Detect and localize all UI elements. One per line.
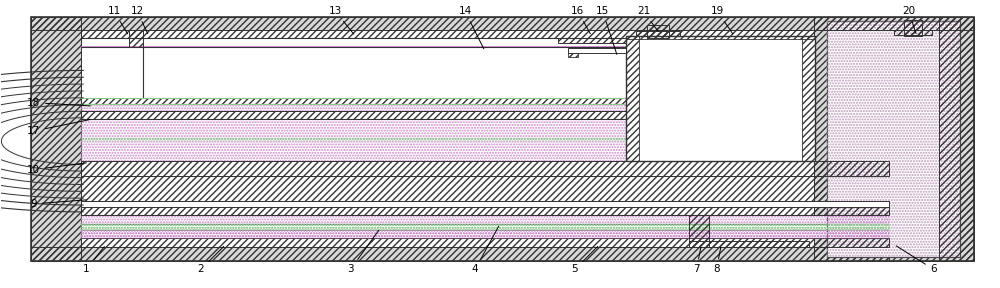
Bar — [81, 230, 889, 238]
Text: 2: 2 — [198, 246, 224, 274]
Text: 5: 5 — [571, 246, 598, 274]
Bar — [81, 46, 814, 47]
Bar — [626, 36, 815, 39]
Bar — [81, 201, 889, 207]
Bar — [31, 17, 974, 261]
Text: 18: 18 — [27, 98, 90, 108]
Text: 21: 21 — [637, 6, 658, 31]
Bar — [626, 36, 815, 161]
Bar — [129, 30, 143, 47]
Bar — [81, 104, 814, 111]
Bar — [81, 31, 814, 247]
Bar — [689, 241, 809, 247]
Bar — [802, 36, 815, 161]
Bar — [81, 224, 889, 230]
Bar — [81, 98, 814, 104]
Text: 20: 20 — [902, 6, 916, 33]
Bar — [81, 30, 814, 38]
Bar — [81, 176, 889, 201]
Text: 13: 13 — [329, 6, 354, 34]
Text: 11: 11 — [107, 6, 128, 34]
Text: 4: 4 — [472, 226, 499, 274]
Bar — [81, 38, 814, 39]
Bar — [81, 215, 889, 224]
Text: 19: 19 — [711, 6, 733, 34]
Text: 12: 12 — [130, 6, 148, 34]
Bar — [81, 138, 814, 141]
Text: 8: 8 — [713, 247, 721, 274]
Bar — [81, 38, 814, 47]
Bar — [827, 21, 960, 257]
Bar — [143, 47, 781, 98]
Text: 1: 1 — [83, 247, 104, 274]
Bar — [81, 104, 814, 105]
Bar — [31, 17, 814, 30]
Bar — [558, 38, 626, 43]
Bar — [81, 104, 814, 111]
Bar — [31, 17, 81, 261]
Bar — [568, 48, 626, 53]
Bar — [904, 20, 922, 36]
Bar — [81, 111, 814, 119]
Bar — [81, 161, 889, 176]
Bar — [81, 230, 889, 238]
Bar — [81, 119, 814, 161]
Text: 7: 7 — [693, 247, 701, 274]
Bar — [636, 31, 680, 36]
Bar — [81, 119, 814, 161]
Text: 10: 10 — [27, 163, 86, 175]
Text: 3: 3 — [347, 230, 379, 274]
Bar — [689, 215, 709, 247]
Text: 17: 17 — [27, 120, 90, 136]
Bar — [647, 25, 669, 39]
Bar — [81, 224, 889, 230]
Bar — [81, 207, 889, 215]
Text: 6: 6 — [896, 246, 937, 274]
Text: 15: 15 — [596, 6, 617, 54]
Bar — [81, 224, 889, 230]
Text: 14: 14 — [458, 6, 484, 49]
Text: 9: 9 — [30, 199, 86, 209]
Bar — [568, 53, 578, 57]
Bar — [81, 230, 889, 238]
Bar — [939, 17, 974, 261]
Bar — [894, 30, 932, 35]
Bar — [81, 215, 889, 224]
Text: 16: 16 — [571, 6, 590, 34]
Bar — [827, 21, 960, 257]
Bar — [31, 247, 889, 261]
Bar — [81, 30, 809, 247]
Bar — [81, 238, 889, 247]
Bar — [814, 17, 974, 30]
Bar — [626, 36, 639, 161]
Bar — [81, 98, 814, 99]
Bar — [814, 17, 974, 261]
